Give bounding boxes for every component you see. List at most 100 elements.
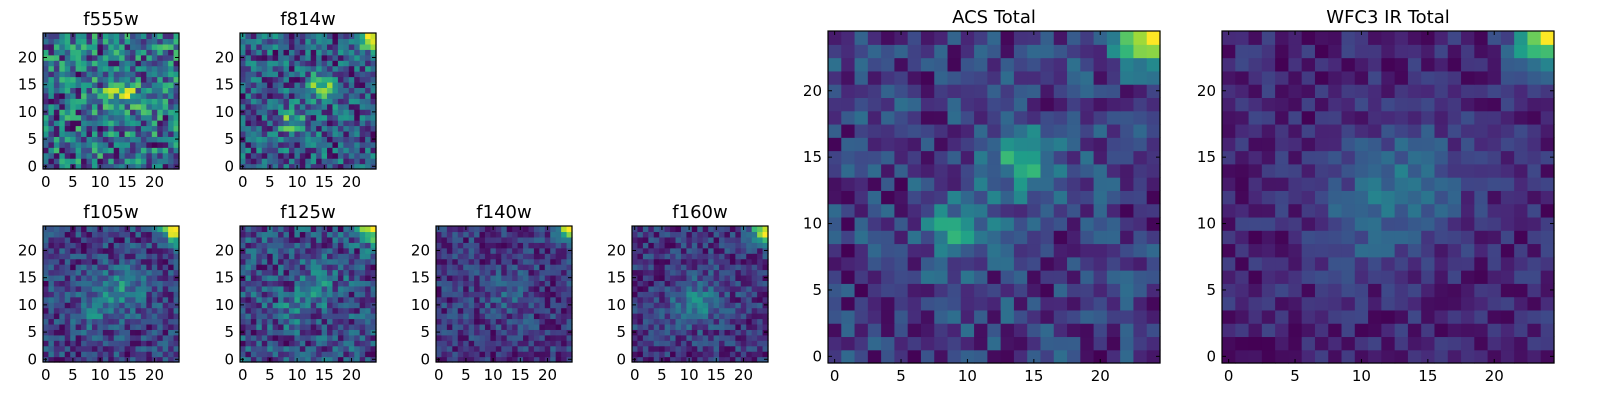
heatmap-cell (463, 334, 470, 341)
heatmap-cell (517, 269, 524, 276)
heatmap-cell (1474, 323, 1489, 338)
heatmap-cell (1146, 296, 1161, 311)
heatmap-cell (757, 242, 764, 249)
heatmap-cell (240, 43, 247, 50)
heatmap-cell (670, 226, 677, 233)
heatmap-cell (359, 163, 366, 170)
heatmap-cell (283, 329, 290, 336)
heatmap-cell (48, 345, 55, 352)
heatmap-cell (653, 356, 660, 363)
heatmap-cell (102, 71, 109, 78)
heatmap-cell (250, 296, 257, 303)
heatmap-cell (102, 109, 109, 116)
heatmap-cell (436, 236, 443, 243)
heatmap-cell (140, 33, 147, 40)
heatmap-cell (735, 253, 742, 260)
heatmap-cell (102, 296, 109, 303)
heatmap-cell (113, 163, 120, 170)
heatmap-cell (48, 302, 55, 309)
heatmap-cell (987, 336, 1002, 351)
axes-frame (42, 225, 180, 363)
heatmap-cell (479, 307, 486, 314)
heatmap-cell (305, 334, 312, 341)
heatmap-cell (91, 33, 98, 40)
heatmap-cell (261, 307, 268, 314)
heatmap-cell (272, 351, 279, 358)
heatmap-cell (151, 247, 158, 254)
heatmap-cell (354, 242, 361, 249)
heatmap-cell (70, 43, 77, 50)
heatmap-cell (261, 247, 268, 254)
heatmap-cell (550, 345, 557, 352)
heatmap-cell (1235, 283, 1250, 298)
heatmap-cell (691, 302, 698, 309)
heatmap-cell (1514, 230, 1529, 245)
heatmap-cell (299, 231, 306, 238)
heatmap-cell (1328, 163, 1343, 178)
heatmap-cell (751, 340, 758, 347)
heatmap-cell (64, 54, 71, 61)
heatmap-cell (1000, 283, 1015, 298)
heatmap-cell (343, 236, 350, 243)
heatmap-cell (648, 307, 655, 314)
heatmap-cell (1275, 177, 1289, 191)
heatmap-cell (708, 258, 715, 265)
heatmap-cell (702, 231, 709, 238)
heatmap-cell (1093, 283, 1108, 298)
heatmap-cell (762, 236, 769, 243)
heatmap-cell (365, 98, 372, 105)
heatmap-cell (294, 120, 301, 127)
heatmap-cell (724, 334, 731, 341)
heatmap-cell (1146, 336, 1161, 351)
heatmap-cell (359, 334, 366, 341)
heatmap-cell (987, 323, 1002, 338)
heatmap-cell (310, 38, 317, 45)
heatmap-cell (354, 163, 361, 170)
heatmap-cell (680, 356, 687, 363)
heatmap-cell (729, 323, 736, 330)
heatmap-cell (1275, 216, 1289, 231)
heatmap-cell (140, 345, 147, 352)
heatmap-cell (370, 242, 377, 249)
heatmap-cell (327, 226, 334, 233)
heatmap-cell (64, 98, 71, 105)
heatmap-cell (436, 334, 443, 341)
heatmap-cell (1067, 296, 1081, 311)
heatmap-cell (365, 269, 372, 276)
heatmap-cell (70, 76, 77, 83)
heatmap-cell (146, 242, 153, 249)
heatmap-cell (146, 49, 153, 56)
heatmap-cell (240, 345, 247, 352)
heatmap-cell (305, 152, 312, 159)
heatmap-cell (708, 334, 715, 341)
heatmap-cell (1301, 256, 1316, 271)
heatmap-cell (256, 65, 263, 72)
heatmap-cell (316, 163, 323, 170)
heatmap-cell (533, 351, 540, 358)
heatmap-cell (1080, 296, 1095, 311)
heatmap-cell (119, 76, 126, 83)
heatmap-cell (1341, 216, 1356, 231)
heatmap-cell (452, 302, 459, 309)
heatmap-cell (653, 236, 660, 243)
heatmap-cell (1222, 270, 1236, 284)
heatmap-cell (299, 114, 306, 121)
heatmap-cell (708, 231, 715, 238)
heatmap-cell (1027, 349, 1042, 364)
heatmap-cell (108, 163, 115, 170)
heatmap-cell (713, 231, 720, 238)
heatmap-cell (53, 158, 60, 165)
heatmap-cell (343, 318, 350, 325)
heatmap-cell (294, 76, 301, 83)
heatmap-cell (327, 307, 334, 314)
heatmap-cell (841, 163, 856, 178)
heatmap-cell (130, 318, 137, 325)
heatmap-cell (1474, 309, 1489, 324)
heatmap-cell (512, 226, 519, 233)
heatmap-cell (327, 291, 334, 298)
heatmap-cell (119, 258, 126, 265)
heatmap-cell (1120, 190, 1135, 205)
heatmap-cell (278, 340, 285, 347)
heatmap-cell (261, 258, 268, 265)
heatmap-cell (1421, 256, 1436, 271)
